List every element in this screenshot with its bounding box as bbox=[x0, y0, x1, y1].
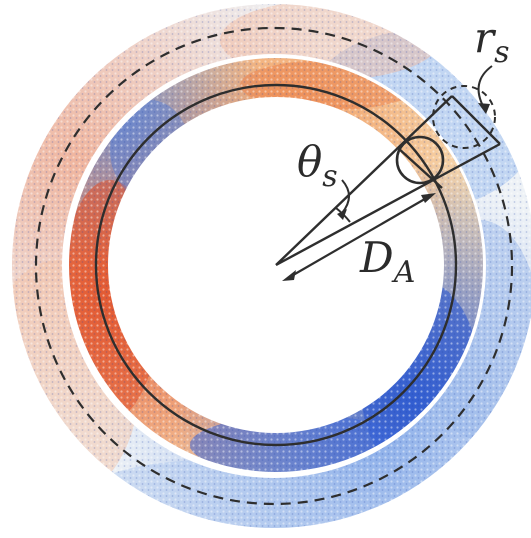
theta-pointer-arrowhead bbox=[337, 209, 347, 220]
cone-near-cap bbox=[397, 147, 443, 189]
theta-pointer bbox=[341, 179, 350, 214]
sound-horizon-circle bbox=[395, 135, 445, 185]
cone-lower-edge bbox=[275, 142, 501, 267]
inner-solid-circle bbox=[94, 83, 458, 447]
rs-pointer-arrowhead bbox=[478, 103, 490, 114]
distance-arrowhead-start bbox=[282, 270, 296, 281]
distance-da-label: DA bbox=[359, 233, 415, 290]
theta-s-label: θs bbox=[297, 137, 338, 194]
outer-dashed-circle bbox=[34, 26, 514, 506]
bao-scale-dashed-circle bbox=[432, 85, 496, 149]
distance-arrowhead-end bbox=[421, 193, 436, 203]
radius-rs-label: rs bbox=[474, 13, 509, 70]
cone-upper-edge bbox=[275, 95, 453, 266]
sound-horizon-cone bbox=[275, 95, 501, 267]
distance-arrow bbox=[282, 193, 436, 281]
cone-far-cap bbox=[451, 95, 501, 145]
